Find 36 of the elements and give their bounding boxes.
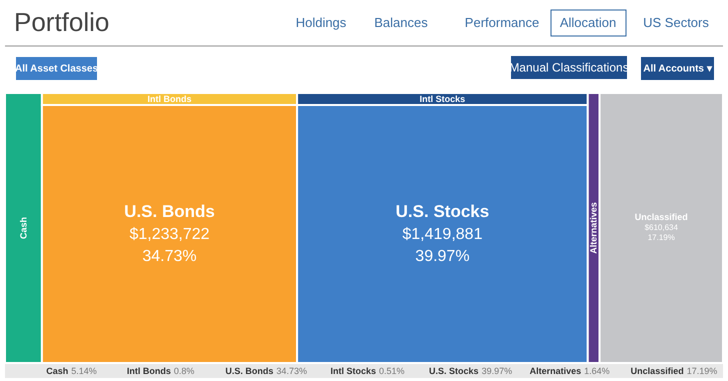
text: 17.19% <box>648 233 675 242</box>
data-label: 0.8% <box>174 366 194 376</box>
text: Balances <box>374 15 428 30</box>
category-label: Intl Bonds <box>147 94 192 104</box>
category-label: U.S. Bonds <box>225 366 274 376</box>
text: Portfolio <box>14 7 110 37</box>
category-label: Intl Bonds <box>126 366 171 376</box>
text: Holdings <box>296 15 347 30</box>
text: Manual Classifications <box>509 60 629 74</box>
text: $610,634 <box>644 223 678 232</box>
text: All Asset Classes <box>14 64 98 74</box>
category-label: U.S. Bonds <box>124 202 215 221</box>
category-label: Unclassified <box>634 212 688 222</box>
text: Allocation <box>560 15 616 30</box>
category-label: Cash <box>46 366 68 376</box>
category-label: Intl Stocks <box>330 366 376 376</box>
text: US Sectors <box>643 15 710 30</box>
data-label: 34.73% <box>276 366 307 376</box>
text: $1,233,722 <box>129 226 210 243</box>
category-label: U.S. Stocks <box>429 366 479 376</box>
data-label: 39.97% <box>482 366 512 376</box>
text: Performance <box>464 15 540 30</box>
data-label: 5.14% <box>71 366 97 376</box>
data-label: 17.19% <box>686 366 718 376</box>
category-label: Intl Stocks <box>420 94 466 104</box>
text: $1,419,881 <box>402 226 482 243</box>
text: All Accounts ▾ <box>643 64 713 74</box>
category-label: Alternatives <box>588 202 599 254</box>
category-label: Unclassified <box>630 366 684 376</box>
category-label: U.S. Stocks <box>396 202 490 221</box>
data-label: 1.64% <box>584 366 610 376</box>
data-label: 0.51% <box>379 366 405 376</box>
category-label: Cash <box>18 216 28 240</box>
text: 39.97% <box>415 248 470 265</box>
category-label: Alternatives <box>530 366 582 376</box>
text: 34.73% <box>142 248 197 265</box>
